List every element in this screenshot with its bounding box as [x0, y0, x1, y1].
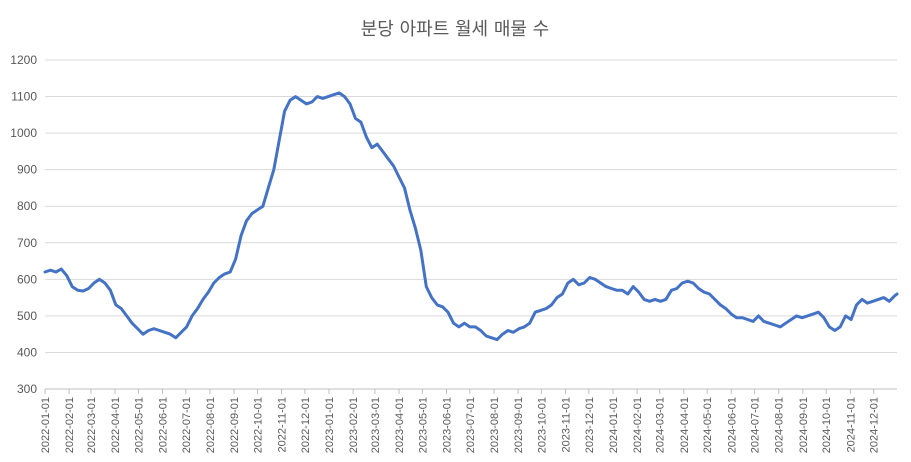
x-tick-label: 2023-05-01 — [417, 397, 429, 453]
y-tick-label: 700 — [17, 236, 37, 250]
x-tick-label: 2024-04-01 — [679, 397, 691, 453]
x-tick-label: 2022-02-01 — [64, 397, 76, 453]
y-tick-label: 300 — [17, 382, 37, 396]
y-tick-label: 400 — [17, 345, 37, 359]
x-tick-label: 2024-12-01 — [869, 397, 881, 453]
x-tick-label: 2022-03-01 — [86, 397, 98, 453]
chart-title: 분당 아파트 월세 매물 수 — [361, 19, 550, 40]
x-axis-ticks: 2022-01-01 2022-02-01 2022-03-01 2022-04-01… — [40, 389, 881, 453]
gridlines — [45, 59, 897, 353]
y-tick-label: 800 — [17, 199, 37, 213]
x-tick-label: 2022-07-01 — [181, 397, 193, 453]
x-tick-label: 2023-08-01 — [489, 397, 501, 453]
x-tick-label: 2024-02-01 — [632, 397, 644, 453]
x-tick-label: 2023-03-01 — [370, 397, 382, 453]
x-tick-label: 2022-01-01 — [40, 397, 52, 453]
x-tick-label: 2023-11-01 — [561, 397, 573, 452]
x-tick-label: 2024-07-01 — [750, 397, 762, 453]
y-tick-label: 900 — [17, 163, 37, 177]
y-tick-label: 1200 — [10, 53, 37, 67]
x-tick-label: 2023-04-01 — [394, 397, 406, 453]
y-tick-label: 1100 — [11, 90, 37, 104]
y-axis-ticks: 300 400 500 600 700 800 900 1000 1100 1200 — [10, 53, 37, 396]
x-tick-label: 2023-01-01 — [324, 397, 336, 453]
x-tick-label: 2024-11-01 — [845, 397, 857, 452]
y-tick-label: 500 — [17, 309, 37, 323]
x-tick-label: 2022-05-01 — [133, 397, 145, 453]
x-tick-label: 2022-04-01 — [110, 397, 122, 453]
x-tick-label: 2022-08-01 — [205, 397, 217, 453]
x-tick-label: 2024-08-01 — [774, 397, 786, 453]
x-tick-label: 2023-09-01 — [513, 397, 525, 453]
x-tick-label: 2024-09-01 — [798, 397, 810, 453]
x-tick-label: 2022-12-01 — [300, 397, 312, 453]
y-tick-label: 600 — [17, 272, 37, 286]
x-tick-label: 2024-10-01 — [821, 397, 833, 453]
x-tick-label: 2023-06-01 — [441, 397, 453, 453]
x-tick-label: 2023-10-01 — [536, 397, 548, 453]
x-tick-label: 2024-05-01 — [702, 397, 714, 453]
x-tick-label: 2023-02-01 — [348, 397, 360, 453]
x-tick-label: 2022-09-01 — [229, 397, 241, 453]
series-line-0 — [43, 91, 899, 342]
x-tick-label: 2024-01-01 — [608, 397, 620, 453]
x-tick-label: 2022-11-01 — [277, 397, 289, 452]
x-tick-label: 2023-12-01 — [584, 397, 596, 453]
x-tick-label: 2024-03-01 — [655, 397, 667, 453]
x-tick-label: 2022-06-01 — [157, 397, 169, 453]
y-tick-label: 1000 — [10, 126, 37, 140]
x-tick-label: 2024-06-01 — [726, 397, 738, 453]
x-tick-label: 2022-10-01 — [252, 397, 264, 453]
series-layer — [43, 91, 899, 342]
x-tick-label: 2023-07-01 — [465, 397, 477, 453]
